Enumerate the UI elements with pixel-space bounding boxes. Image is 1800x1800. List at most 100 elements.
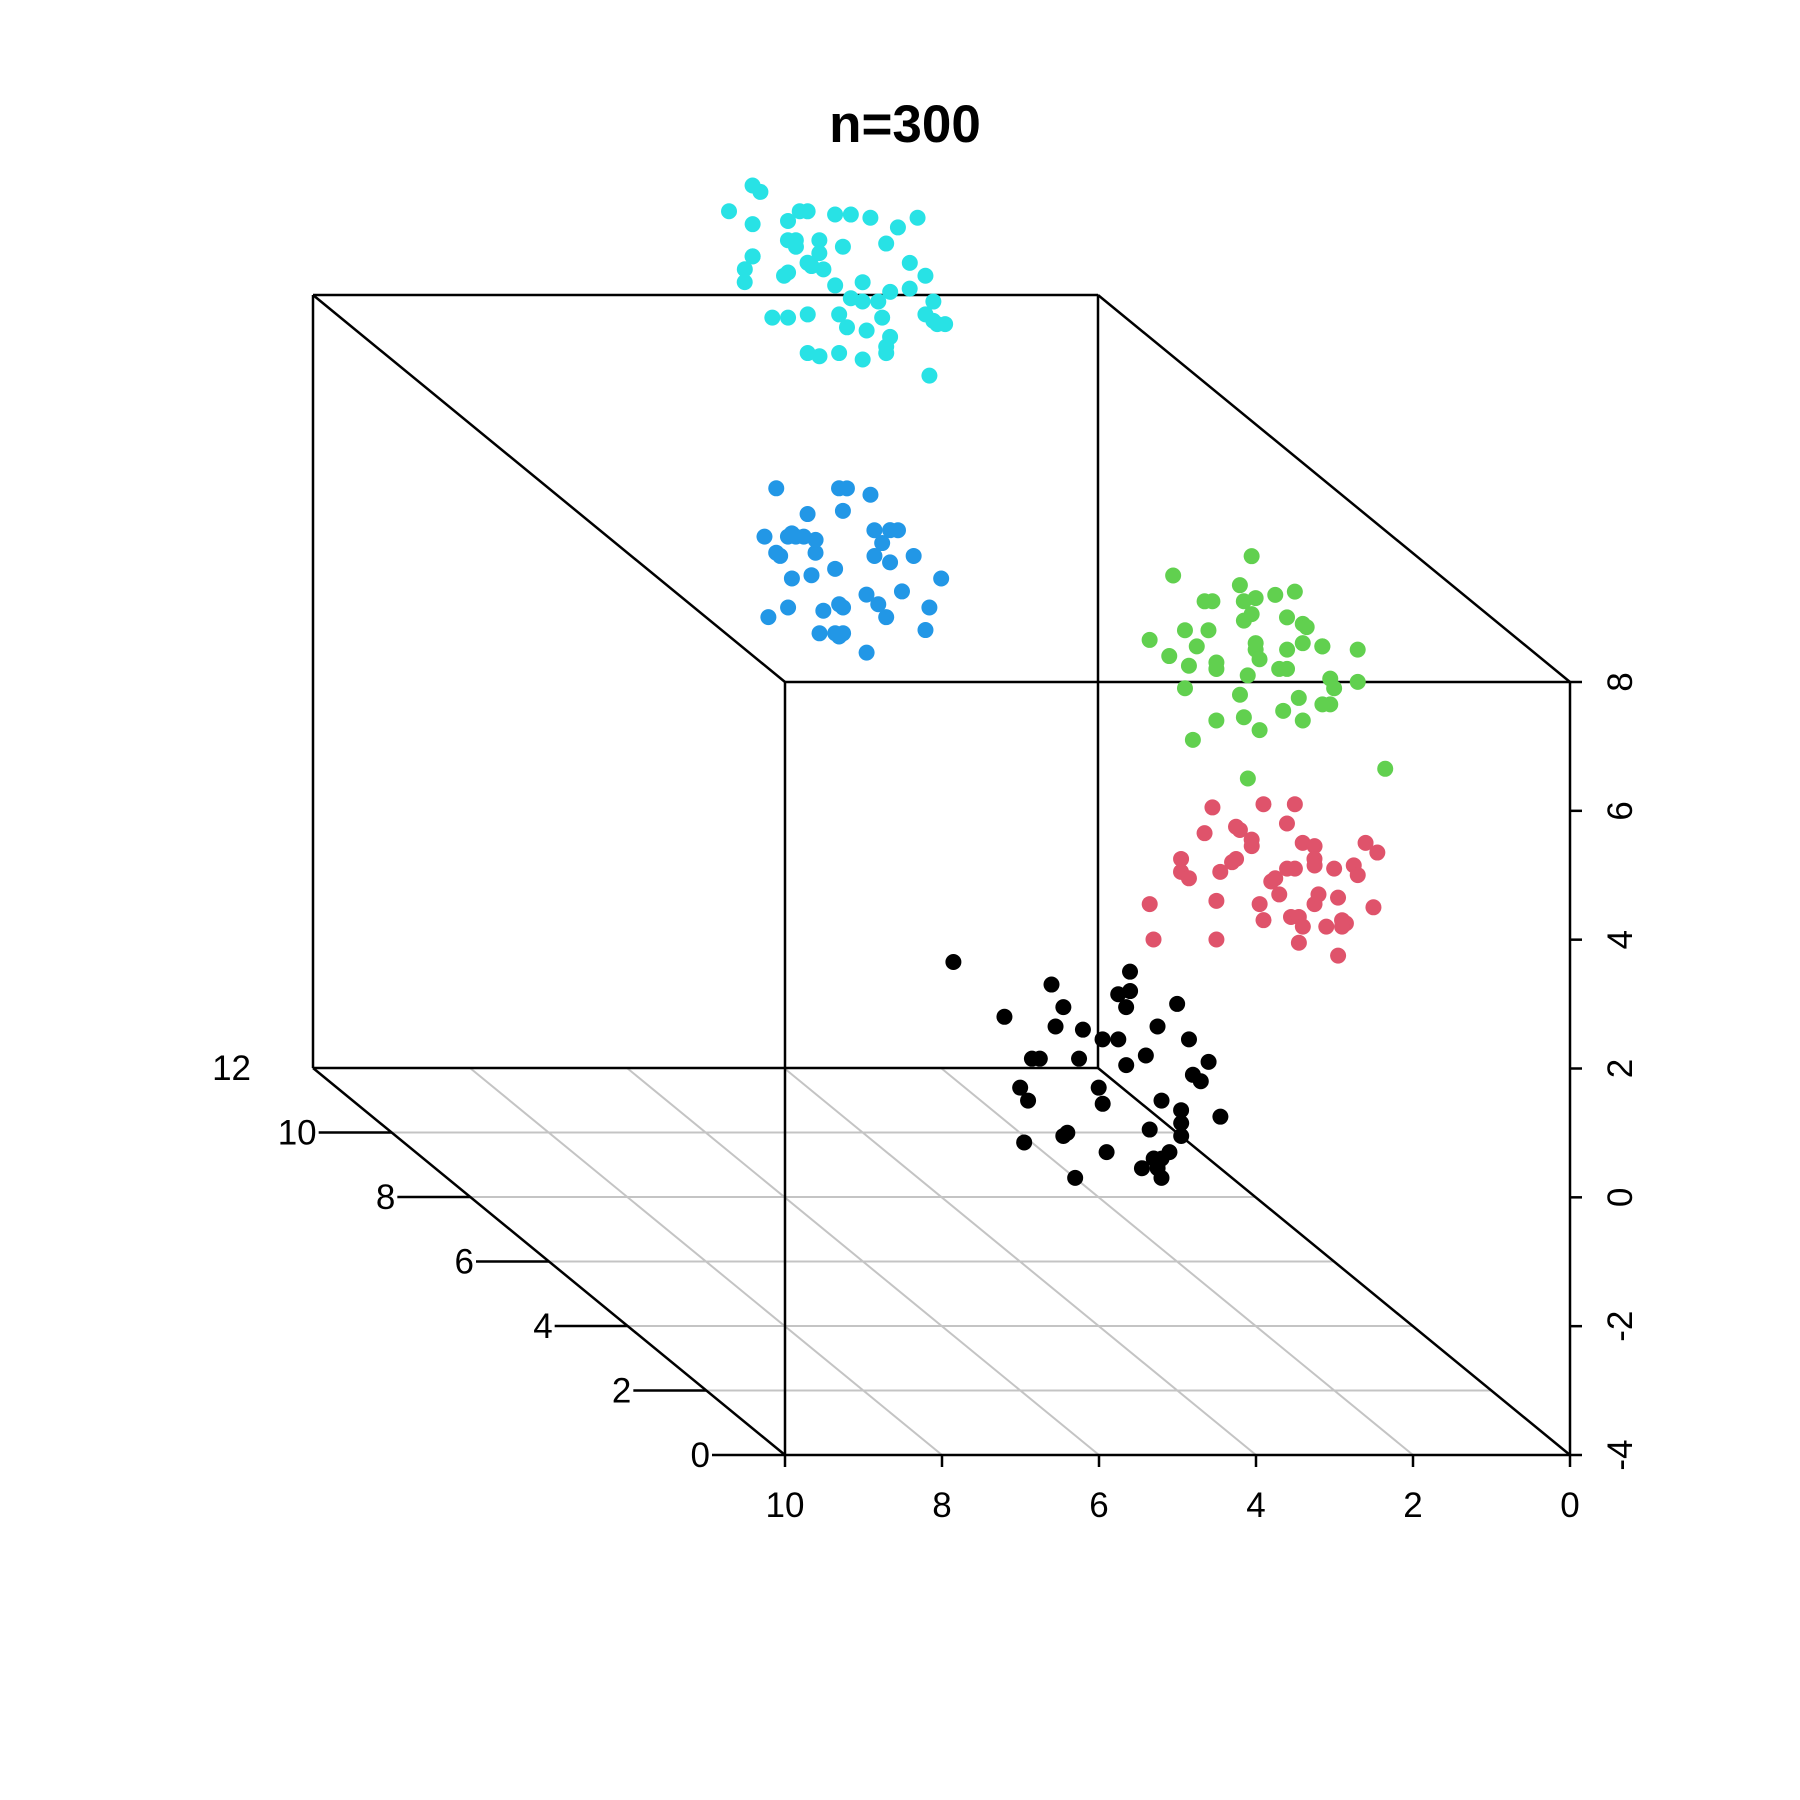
data-point bbox=[799, 306, 816, 323]
data-point bbox=[1161, 1144, 1178, 1161]
data-point bbox=[1161, 648, 1178, 665]
data-point bbox=[1180, 870, 1197, 887]
data-point bbox=[1118, 1057, 1135, 1074]
x-axis-tick-label: 2 bbox=[1403, 1486, 1422, 1525]
data-point bbox=[1294, 635, 1311, 652]
data-point bbox=[1251, 722, 1268, 739]
data-point bbox=[780, 264, 797, 281]
data-point bbox=[858, 644, 875, 661]
data-point bbox=[854, 351, 871, 368]
data-point bbox=[905, 547, 922, 564]
z-axis-tick-label: 2 bbox=[1601, 1059, 1640, 1078]
data-point bbox=[1173, 1115, 1190, 1132]
data-point bbox=[996, 1008, 1013, 1025]
data-point bbox=[854, 274, 871, 291]
data-point bbox=[1279, 660, 1296, 677]
data-point bbox=[744, 177, 761, 194]
data-point bbox=[1196, 825, 1213, 842]
data-point bbox=[1279, 609, 1295, 626]
data-point bbox=[893, 583, 910, 600]
data-point bbox=[1231, 577, 1248, 594]
data-point bbox=[1118, 999, 1135, 1016]
data-point bbox=[901, 280, 918, 297]
data-point bbox=[1330, 947, 1347, 964]
data-point bbox=[1173, 1128, 1190, 1145]
data-point bbox=[1279, 860, 1296, 877]
data-point bbox=[1212, 1108, 1229, 1125]
data-point bbox=[1286, 796, 1303, 813]
data-point bbox=[1267, 586, 1284, 603]
data-point bbox=[1141, 631, 1158, 648]
data-point bbox=[1200, 1053, 1217, 1070]
data-point bbox=[1243, 831, 1260, 848]
data-point bbox=[744, 248, 761, 265]
data-point bbox=[1149, 1018, 1166, 1035]
data-point bbox=[736, 261, 753, 278]
data-point bbox=[1290, 689, 1307, 706]
data-point bbox=[827, 560, 844, 577]
data-point bbox=[760, 609, 777, 626]
data-point bbox=[874, 309, 891, 326]
data-point bbox=[1275, 702, 1292, 719]
data-point bbox=[1173, 1102, 1190, 1119]
data-point bbox=[1016, 1134, 1033, 1151]
data-point bbox=[779, 232, 796, 249]
data-point bbox=[889, 219, 906, 236]
data-point bbox=[1314, 638, 1331, 655]
z-axis-tick-label: 0 bbox=[1601, 1188, 1640, 1207]
data-point bbox=[1322, 670, 1339, 687]
data-point bbox=[1314, 696, 1331, 713]
data-point bbox=[1298, 619, 1315, 636]
data-point bbox=[858, 586, 875, 603]
data-point bbox=[1334, 918, 1351, 935]
data-point bbox=[834, 238, 851, 255]
x-axis-tick-label: 4 bbox=[1246, 1486, 1265, 1525]
data-point bbox=[1173, 850, 1190, 867]
data-point bbox=[1169, 995, 1186, 1012]
data-point bbox=[862, 486, 879, 503]
x-axis-tick-label: 6 bbox=[1089, 1486, 1108, 1525]
data-point bbox=[1133, 1160, 1150, 1177]
data-point bbox=[1176, 680, 1193, 697]
data-point bbox=[835, 599, 852, 616]
data-point bbox=[1326, 860, 1343, 877]
data-point bbox=[834, 502, 851, 519]
data-point bbox=[799, 506, 816, 523]
x-axis-tick-label: 10 bbox=[766, 1486, 805, 1525]
data-point bbox=[1098, 1144, 1115, 1161]
data-point bbox=[780, 212, 797, 229]
data-point bbox=[917, 622, 934, 639]
data-point bbox=[811, 625, 828, 642]
data-point bbox=[799, 254, 816, 271]
data-point bbox=[878, 609, 895, 626]
data-point bbox=[870, 293, 887, 310]
data-point bbox=[882, 554, 899, 571]
data-point bbox=[945, 954, 962, 971]
data-point bbox=[1204, 799, 1221, 816]
x-axis-tick-label: 0 bbox=[1560, 1486, 1579, 1525]
data-point bbox=[925, 293, 942, 310]
data-point bbox=[1184, 731, 1201, 748]
chart-title: n=300 bbox=[829, 95, 981, 154]
data-point bbox=[1279, 641, 1296, 658]
data-point bbox=[1247, 635, 1264, 652]
data-point bbox=[1067, 1169, 1084, 1186]
data-point bbox=[815, 602, 832, 619]
data-point bbox=[799, 345, 816, 362]
box-edge bbox=[1097, 294, 1571, 683]
data-point bbox=[721, 203, 738, 220]
data-point bbox=[1180, 657, 1197, 674]
data-point bbox=[1294, 712, 1311, 729]
data-point bbox=[1180, 1031, 1197, 1048]
data-point bbox=[1271, 886, 1288, 903]
x-axis-tick-label: 8 bbox=[932, 1486, 951, 1525]
data-point bbox=[1208, 892, 1225, 909]
data-point bbox=[783, 525, 800, 542]
data-point bbox=[1278, 815, 1295, 832]
data-point bbox=[768, 544, 785, 561]
z-axis-tick-label: 8 bbox=[1601, 672, 1640, 691]
z-axis-tick-label: 4 bbox=[1601, 930, 1640, 949]
data-point bbox=[921, 367, 938, 384]
data-point bbox=[1165, 567, 1182, 584]
